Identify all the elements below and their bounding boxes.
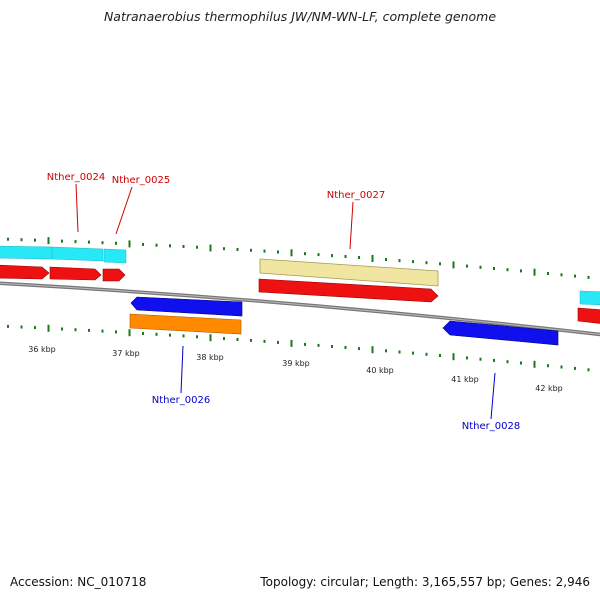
cds-arrow-1[interactable] [0,264,50,280]
gene-label-nther-0024[interactable]: Nther_0024 [47,172,105,183]
orange-feature[interactable] [129,313,242,335]
leader-line-g27 [349,201,354,250]
cds-arrow-2[interactable] [49,266,102,281]
leader-line-g25 [115,186,133,235]
khaki-feature[interactable] [259,258,439,287]
map-title: Natranaerobius thermophilus JW/NM-WN-LF,… [103,9,497,24]
kbp-label: 42 kbp [535,384,563,393]
cyan-feature-1[interactable] [0,245,53,260]
kbp-label: 38 kbp [196,353,224,362]
gene-label-nther-0025[interactable]: Nther_0025 [112,175,170,186]
reverse-cds-nther-0026[interactable] [130,296,243,317]
gene-label-nther-0026[interactable]: Nther_0026 [152,395,210,406]
leader-line-g28 [490,372,496,420]
leader-line-g24 [75,183,79,233]
genome-summary: Topology: circular; Length: 3,165,557 bp… [260,575,590,589]
kbp-label: 36 kbp [28,345,56,354]
reverse-cds-nther-0028[interactable] [442,320,559,346]
kbp-label: 37 kbp [112,349,140,358]
gene-label-nther-0027[interactable]: Nther_0027 [327,190,385,201]
gene-label-nther-0028[interactable]: Nther_0028 [462,421,520,432]
lower-tick-track [7,324,590,372]
kbp-label: 39 kbp [282,359,310,368]
cyan-feature-3[interactable] [103,248,127,264]
kbp-label: 40 kbp [366,366,394,375]
kbp-label: 41 kbp [451,375,479,384]
accession-text: Accession: NC_010718 [10,575,147,589]
leader-line-g26 [180,345,184,394]
upper-tick-track [7,237,590,279]
cyan-feature-4[interactable] [579,290,600,306]
cds-arrow-3[interactable] [102,268,126,282]
cyan-feature-2[interactable] [51,246,104,262]
cds-arrow-4[interactable] [258,278,439,303]
cds-arrow-5[interactable] [577,307,600,324]
